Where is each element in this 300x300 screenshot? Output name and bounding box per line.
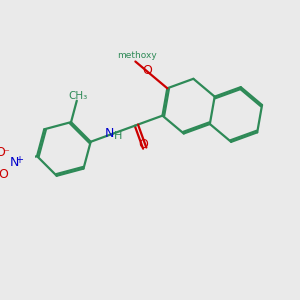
Text: +: + (15, 155, 23, 165)
Text: ⁻: ⁻ (3, 148, 9, 159)
Text: O: O (139, 138, 148, 152)
Text: N: N (105, 127, 114, 140)
Text: O: O (0, 168, 8, 181)
Text: H: H (113, 131, 122, 141)
Text: O: O (142, 64, 152, 77)
Text: N: N (10, 156, 19, 169)
Text: O: O (0, 146, 5, 159)
Text: CH₃: CH₃ (68, 91, 88, 101)
Text: methoxy: methoxy (118, 51, 158, 60)
